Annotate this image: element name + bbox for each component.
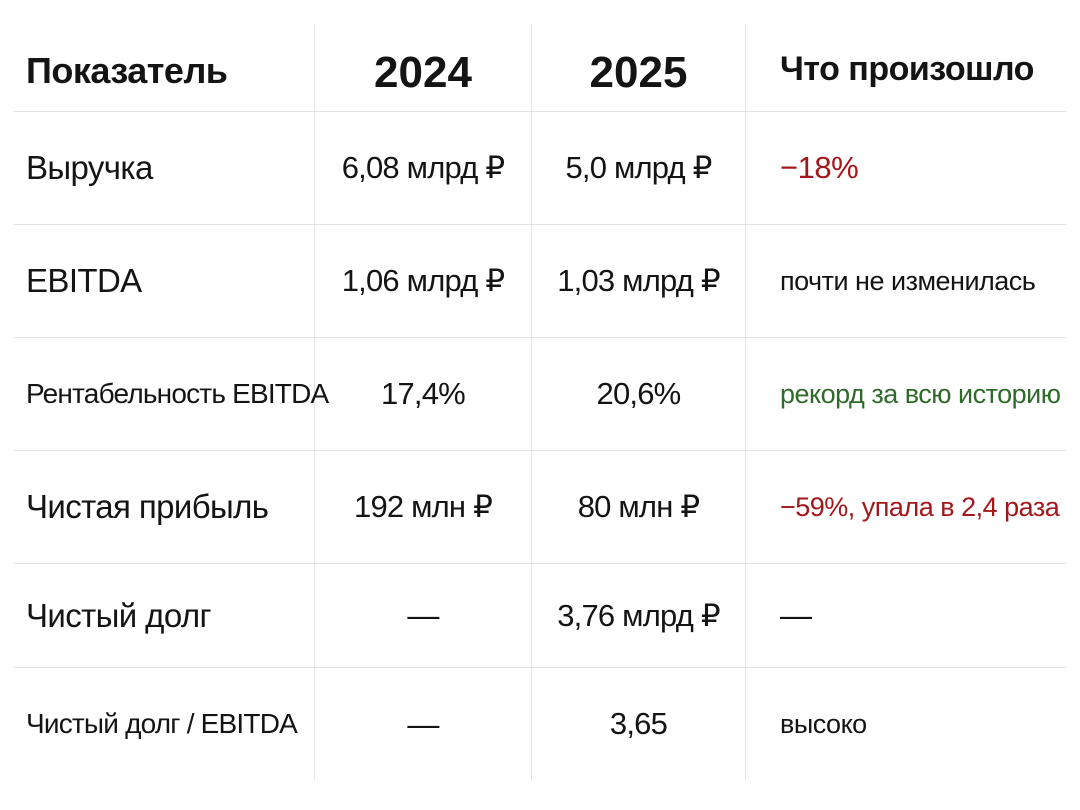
- value-2024: 1,06 млрд ₽: [315, 225, 532, 337]
- table-row: Чистый долг — 3,76 млрд ₽ —: [14, 564, 1066, 668]
- note: рекорд за всю историю: [780, 378, 1061, 409]
- value-2025: 20,6%: [532, 338, 746, 450]
- value-2024: —: [315, 668, 532, 780]
- header-what-happened: Что произошло: [780, 50, 1034, 88]
- table-header-row: Показатель 2024 2025 Что произошло: [14, 24, 1066, 112]
- value-2024: 192 млн ₽: [315, 451, 532, 563]
- metric-label: Чистый долг: [14, 564, 315, 667]
- table-row: Рентабельность EBITDA 17,4% 20,6% рекорд…: [14, 338, 1066, 451]
- note: высоко: [780, 708, 867, 739]
- header-2025: 2025: [532, 24, 746, 111]
- financial-table: Показатель 2024 2025 Что произошло Выруч…: [14, 24, 1066, 780]
- value-2024: 6,08 млрд ₽: [315, 112, 532, 224]
- note: почти не изменилась: [780, 265, 1036, 296]
- value-2024: —: [315, 564, 532, 667]
- value-2025: 80 млн ₽: [532, 451, 746, 563]
- value-2025: 3,76 млрд ₽: [532, 564, 746, 667]
- note: —: [780, 597, 812, 633]
- metric-label: Выручка: [14, 112, 315, 224]
- metric-label: Чистый долг / EBITDA: [14, 668, 315, 780]
- value-2024: 17,4%: [315, 338, 532, 450]
- table-row: Чистая прибыль 192 млн ₽ 80 млн ₽ −59%, …: [14, 451, 1066, 564]
- metric-label: Рентабельность EBITDA: [14, 338, 329, 450]
- header-metric: Показатель: [14, 24, 315, 111]
- note: −59%, упала в 2,4 раза: [780, 491, 1060, 522]
- note: −18%: [780, 150, 859, 185]
- value-2025: 1,03 млрд ₽: [532, 225, 746, 337]
- header-2024: 2024: [315, 24, 532, 111]
- metric-label: Чистая прибыль: [14, 451, 315, 563]
- metric-label: EBITDA: [14, 225, 315, 337]
- table-row: EBITDA 1,06 млрд ₽ 1,03 млрд ₽ почти не …: [14, 225, 1066, 338]
- value-2025: 5,0 млрд ₽: [532, 112, 746, 224]
- table-row: Выручка 6,08 млрд ₽ 5,0 млрд ₽ −18%: [14, 112, 1066, 225]
- table-row: Чистый долг / EBITDA — 3,65 высоко: [14, 668, 1066, 780]
- value-2025: 3,65: [532, 668, 746, 780]
